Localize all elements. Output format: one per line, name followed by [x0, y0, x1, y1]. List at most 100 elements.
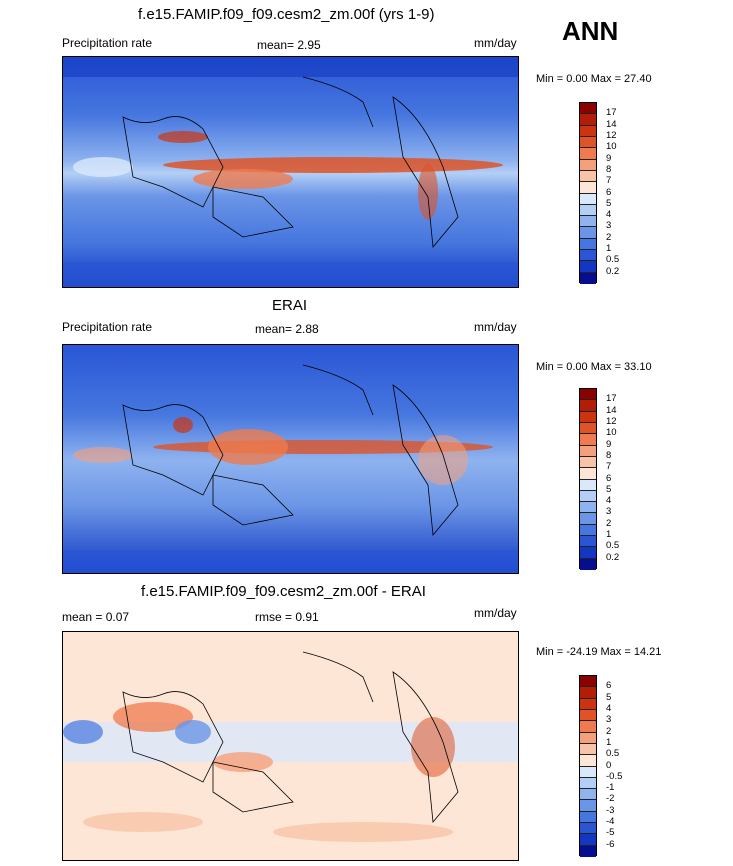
- panel-3-colorbar-tick-label: -1: [606, 782, 615, 794]
- panel-3-colorbar-segment: [580, 800, 596, 812]
- panel-3-colorbar-segment: [580, 789, 596, 801]
- panel-1-colorbar-tick-label: 10: [606, 141, 617, 153]
- panel-2-colorbar-segment: [580, 536, 596, 548]
- panel-2-colorbar-tick-label: 17: [606, 393, 617, 405]
- panel-1-colorbar-tick-label: 9: [606, 152, 612, 164]
- panel-1-title: f.e15.FAMIP.f09_f09.cesm2_zm.00f (yrs 1-…: [138, 6, 435, 23]
- panel-1-map-field: [63, 57, 518, 287]
- panel-1-colorbar-segment: [580, 250, 596, 262]
- panel-3-colorbar-segment: [580, 834, 596, 846]
- panel-2-colorbar-segment: [580, 524, 596, 537]
- panel-1-colorbar-segment: [580, 148, 596, 160]
- panel-3-colorbar-tick-label: -2: [606, 793, 615, 805]
- panel-3-colorbar-segment: [580, 766, 596, 778]
- panel-3-colorbar-tick-label: 6: [606, 680, 612, 692]
- panel-3-colorbar-segment: [580, 777, 596, 790]
- panel-2-title: ERAI: [272, 297, 308, 314]
- panel-1-colorbar-segment: [580, 227, 596, 239]
- panel-3-title: f.e15.FAMIP.f09_f09.cesm2_zm.00f - ERAI: [141, 583, 426, 600]
- panel-3-map: [62, 631, 519, 861]
- panel-3-colorbar-segment: [580, 709, 596, 722]
- panel-1-colorbar-segment: [580, 216, 596, 228]
- panel-2-colorbar-tick-label: 6: [606, 472, 612, 484]
- panel-1-colorbar-segment: [580, 182, 596, 194]
- panel-2-map: [62, 344, 519, 574]
- panel-3-mean: mean = 0.07: [62, 610, 130, 624]
- season-label: ANN: [562, 16, 619, 46]
- panel-1-colorbar-tick-label: 0.5: [606, 254, 620, 266]
- panel-2-colorbar-tick-label: 2: [606, 517, 612, 529]
- panel-3-colorbar-tick-label: 3: [606, 714, 612, 726]
- panel-3-minmax: Min = -24.19 Max = 14.21: [536, 646, 662, 658]
- panel-3-colorbar-tick-label: -4: [606, 816, 615, 828]
- panel-3-colorbar: [579, 675, 597, 857]
- panel-1-variable-label: Precipitation rate: [62, 36, 153, 50]
- panel-2-colorbar-tick-label: 7: [606, 461, 612, 473]
- panel-1-colorbar-tick-label: 5: [606, 197, 612, 209]
- panel-2-colorbar-segment: [580, 502, 596, 514]
- panel-3-map-field: [63, 632, 518, 860]
- panel-3-colorbar-segment: [580, 845, 596, 857]
- panel-3-colorbar-tick-label: 0.5: [606, 748, 620, 760]
- panel-1-colorbar-segment: [580, 125, 596, 137]
- panel-2-colorbar-tick-label: 10: [606, 427, 617, 439]
- panel-3-colorbar-segment: [580, 811, 596, 824]
- panel-1-colorbar-segment: [580, 238, 596, 251]
- panel-2-colorbar-tick-label: 4: [606, 495, 612, 507]
- panel-1-colorbar: [579, 102, 597, 284]
- panel-1-colorbar-tick-label: 3: [606, 220, 612, 232]
- panel-1-colorbar-tick-label: 1: [606, 243, 612, 255]
- panel-1-units: mm/day: [474, 36, 517, 50]
- panel-2-colorbar-tick-label: 0.2: [606, 551, 620, 563]
- panel-3-colorbar-segment: [580, 732, 596, 744]
- panel-3-colorbar-tick-label: -0.5: [606, 770, 623, 782]
- panel-3-rmse: rmse = 0.91: [255, 610, 319, 624]
- panel-2-mean: mean= 2.88: [255, 322, 319, 336]
- panel-1-colorbar-segment: [580, 204, 596, 217]
- panel-2-colorbar-segment: [580, 422, 596, 435]
- panel-1-colorbar-segment: [580, 114, 596, 126]
- panel-1-colorbar-tick-label: 4: [606, 209, 612, 221]
- panel-3-colorbar-segment: [580, 721, 596, 733]
- panel-2-colorbar-segment: [580, 547, 596, 559]
- panel-2-colorbar-segment: [580, 411, 596, 423]
- panel-1-colorbar-segment: [580, 261, 596, 273]
- panel-2-units: mm/day: [474, 320, 517, 334]
- panel-1-colorbar-tick-label: 12: [606, 129, 617, 141]
- panel-2-colorbar-segment: [580, 513, 596, 525]
- panel-2-colorbar-segment: [580, 434, 596, 446]
- panel-1-colorbar-segment: [580, 170, 596, 183]
- panel-3-colorbar-tick-label: 0: [606, 759, 612, 771]
- panel-2-colorbar-tick-label: 5: [606, 483, 612, 495]
- panel-1-colorbar-tick-label: 7: [606, 175, 612, 187]
- panel-3-colorbar-tick-label: -3: [606, 804, 615, 816]
- panel-2-minmax: Min = 0.00 Max = 33.10: [536, 361, 652, 373]
- panel-3-colorbar-segment: [580, 743, 596, 756]
- panel-1-minmax: Min = 0.00 Max = 27.40: [536, 73, 652, 85]
- panel-1-colorbar-tick-label: 17: [606, 107, 617, 119]
- panel-3-colorbar-tick-label: 1: [606, 736, 612, 748]
- panel-3-colorbar-segment: [580, 755, 596, 767]
- panel-2-colorbar-tick-label: 8: [606, 449, 612, 461]
- panel-1-colorbar-tick-label: 2: [606, 231, 612, 243]
- panel-1-colorbar-segment: [580, 193, 596, 205]
- panel-2-colorbar-segment: [580, 479, 596, 491]
- panel-3-colorbar-segment: [580, 823, 596, 835]
- panel-2-colorbar-segment: [580, 389, 596, 401]
- panel-3-units: mm/day: [474, 606, 517, 620]
- panel-1-mean: mean= 2.95: [257, 38, 321, 52]
- panel-1-colorbar-segment: [580, 272, 596, 284]
- panel-2-colorbar-segment: [580, 490, 596, 503]
- panel-2-colorbar-segment: [580, 456, 596, 469]
- panel-2-colorbar-segment: [580, 400, 596, 412]
- panel-3-colorbar-tick-label: -5: [606, 827, 615, 839]
- panel-1-colorbar-tick-label: 14: [606, 118, 617, 130]
- panel-3-colorbar-segment: [580, 698, 596, 710]
- panel-2-colorbar: [579, 388, 597, 570]
- panel-2-colorbar-tick-label: 12: [606, 415, 617, 427]
- panel-1-colorbar-segment: [580, 159, 596, 171]
- panel-2-map-field: [63, 345, 518, 573]
- panel-1-colorbar-segment: [580, 103, 596, 115]
- panel-3-colorbar-tick-label: -6: [606, 838, 615, 850]
- panel-2-colorbar-tick-label: 9: [606, 438, 612, 450]
